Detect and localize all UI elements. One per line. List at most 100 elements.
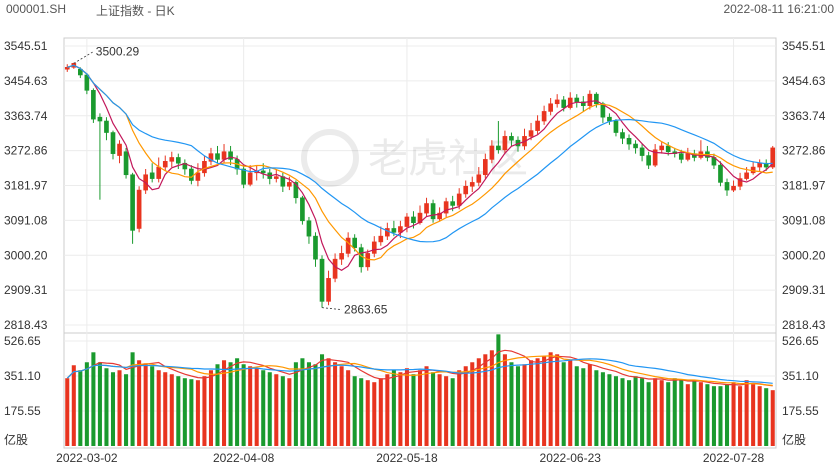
index-name-label: 上证指数 - 日K bbox=[96, 4, 175, 18]
volume-bar bbox=[770, 390, 775, 446]
volume-bar bbox=[450, 378, 455, 446]
candle-body bbox=[300, 197, 305, 222]
candle bbox=[482, 153, 488, 179]
volume-bar bbox=[607, 374, 612, 446]
candle bbox=[254, 165, 260, 181]
candle-body bbox=[450, 201, 455, 206]
volume-bar bbox=[97, 362, 102, 446]
candle bbox=[463, 180, 469, 198]
candle-body bbox=[567, 97, 573, 108]
candle-body bbox=[208, 153, 214, 162]
price-tick-label-left: 3181.97 bbox=[4, 179, 48, 193]
volume-bar bbox=[365, 380, 370, 446]
volume-bar bbox=[215, 364, 220, 446]
volume-bar bbox=[104, 368, 109, 446]
candle bbox=[91, 88, 96, 123]
candle bbox=[84, 73, 90, 95]
candle bbox=[306, 216, 312, 244]
watermark-logo-icon bbox=[301, 129, 359, 187]
volume-bar bbox=[189, 379, 194, 446]
candle-body bbox=[104, 120, 109, 133]
candle bbox=[195, 163, 201, 187]
volume-bar bbox=[594, 370, 599, 446]
candle bbox=[104, 117, 109, 141]
candle bbox=[554, 94, 560, 108]
candle-body bbox=[502, 136, 508, 151]
volume-bar bbox=[548, 352, 553, 446]
candle bbox=[639, 144, 645, 162]
symbol-label: 000001.SH bbox=[6, 2, 67, 16]
volume-bar bbox=[666, 382, 671, 446]
candle-body bbox=[91, 90, 96, 120]
volume-bar bbox=[261, 370, 266, 446]
candle bbox=[509, 132, 514, 146]
candle bbox=[149, 163, 155, 183]
price-tick-label-left: 3545.51 bbox=[4, 39, 48, 53]
price-tick-label-right: 2909.31 bbox=[782, 283, 826, 297]
volume-tick-label-left: 351.10 bbox=[4, 369, 41, 383]
volume-bar bbox=[208, 370, 213, 446]
candle-body bbox=[398, 226, 403, 233]
annotation-leader bbox=[321, 307, 343, 311]
volume-bar bbox=[613, 376, 618, 446]
candle bbox=[130, 172, 135, 244]
volume-bar bbox=[84, 362, 89, 446]
candle-body bbox=[156, 166, 162, 179]
candle-body bbox=[293, 182, 299, 199]
candle-body bbox=[175, 157, 181, 164]
volume-bar bbox=[685, 384, 690, 446]
candle-body bbox=[169, 157, 175, 162]
volume-bar bbox=[195, 380, 200, 446]
volume-bar bbox=[306, 362, 311, 446]
candle bbox=[162, 155, 168, 171]
volume-bar bbox=[431, 372, 436, 446]
candle-body bbox=[731, 185, 736, 191]
price-tick-label-left: 2818.43 bbox=[4, 318, 48, 332]
volume-bar bbox=[542, 356, 547, 446]
candle bbox=[313, 232, 318, 267]
volume-bar bbox=[751, 384, 756, 446]
volume-bar bbox=[568, 360, 573, 446]
volume-bar bbox=[724, 384, 730, 446]
volume-bar bbox=[222, 360, 227, 446]
candle bbox=[613, 119, 619, 137]
volume-tick-label-left: 526.65 bbox=[4, 334, 41, 348]
volume-tick-label-right: 526.65 bbox=[782, 334, 819, 348]
candle bbox=[430, 199, 436, 223]
candle-body bbox=[737, 178, 743, 187]
volume-bar bbox=[228, 362, 233, 446]
candle-body bbox=[365, 253, 371, 268]
volume-bar bbox=[718, 386, 723, 446]
candle-body bbox=[123, 151, 129, 176]
candle-body bbox=[352, 237, 358, 248]
candle bbox=[156, 157, 162, 183]
candle bbox=[169, 151, 175, 168]
candle-body bbox=[757, 162, 762, 168]
candle-body bbox=[430, 203, 436, 220]
ma5-line bbox=[67, 64, 774, 271]
candle bbox=[626, 134, 632, 150]
volume-bar bbox=[764, 388, 769, 446]
candle bbox=[339, 245, 344, 265]
candle bbox=[489, 140, 495, 164]
volume-bar bbox=[744, 380, 749, 446]
volume-bar bbox=[633, 376, 638, 446]
volume-bar bbox=[163, 372, 168, 446]
candle bbox=[280, 172, 286, 193]
time-tick-label: 2022-04-08 bbox=[213, 451, 275, 465]
volume-bar bbox=[705, 384, 710, 446]
candle-body bbox=[678, 153, 684, 160]
volume-bar bbox=[124, 374, 129, 446]
candle bbox=[228, 145, 233, 166]
candle-body bbox=[84, 74, 90, 91]
volume-bar bbox=[280, 376, 285, 446]
candle-body bbox=[744, 172, 749, 179]
annotation-label: 3500.29 bbox=[96, 44, 140, 58]
candle bbox=[398, 220, 403, 239]
candle-body bbox=[202, 161, 207, 174]
price-tick-label-right: 3000.20 bbox=[782, 248, 826, 262]
price-tick-label-left: 3000.20 bbox=[4, 248, 48, 262]
price-tick-label-right: 3363.74 bbox=[782, 109, 826, 123]
price-tick-label-left: 3454.63 bbox=[4, 74, 48, 88]
